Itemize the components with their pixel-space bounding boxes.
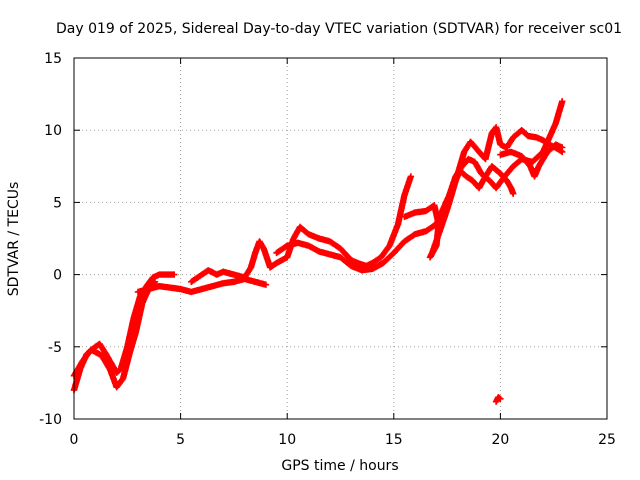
x-tick-label: 10 (278, 432, 296, 448)
series-markers (401, 124, 566, 261)
y-tick-label: 15 (44, 51, 62, 67)
series-markers (497, 141, 566, 180)
y-tick-label: 10 (44, 123, 62, 139)
series-outlier (492, 394, 504, 405)
series-markers (134, 275, 270, 296)
data-series (70, 98, 566, 405)
y-tick-label: 0 (53, 268, 62, 284)
x-tick-label: 5 (176, 432, 185, 448)
y-tick-label: -5 (48, 340, 62, 356)
series-markers (492, 394, 504, 405)
series-track-g (439, 163, 517, 220)
plot-frame (73, 57, 608, 420)
x-axis-label: GPS time / hours (281, 458, 398, 474)
tick-labels: 0 5 10 15 20 25 -10 -5 0 5 10 15 (39, 51, 616, 448)
chart-title: Day 019 of 2025, Sidereal Day-to-day VTE… (56, 21, 622, 37)
series-markers (188, 173, 415, 285)
series-track-d (188, 173, 415, 285)
series-track-f (401, 124, 566, 261)
series-track-c (134, 275, 270, 296)
series-markers (70, 278, 159, 391)
x-tick-label: 25 (598, 432, 616, 448)
series-markers (439, 163, 517, 220)
x-tick-label: 20 (491, 432, 509, 448)
x-tick-label: 15 (385, 432, 403, 448)
series-track-b (70, 278, 159, 391)
y-axis-label: SDTVAR / TECUs (6, 182, 22, 297)
series-track-h (497, 141, 566, 180)
series-markers (273, 98, 566, 274)
x-tick-label: 0 (70, 432, 79, 448)
grid (74, 58, 607, 419)
y-tick-label: -10 (39, 412, 62, 428)
y-tick-label: 5 (53, 195, 62, 211)
series-track-e (273, 98, 566, 274)
axis-ticks (73, 57, 608, 420)
